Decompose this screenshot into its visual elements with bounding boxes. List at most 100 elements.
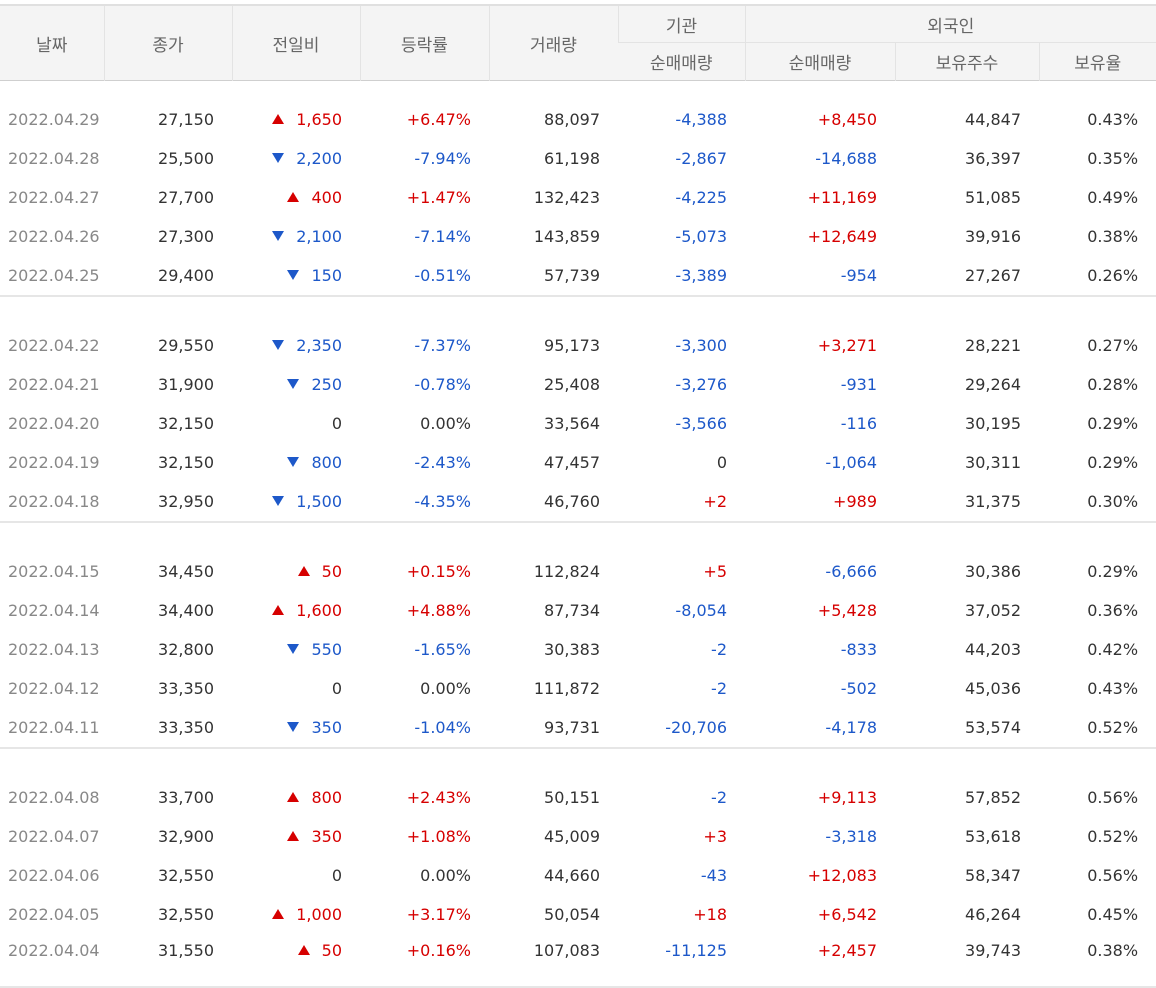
cell-volume: 44,660 <box>544 866 600 885</box>
cell-holdings: 31,375 <box>965 492 1021 511</box>
table-body: 2022.04.29 27,150 1,650 +6.47% 88,097 -4,388 +… <box>0 81 1156 988</box>
cell-foreign-net: +5,428 <box>817 601 877 620</box>
arrow-up-icon <box>287 792 300 802</box>
arrow-down-icon <box>272 496 285 506</box>
change-value: 50 <box>321 562 342 581</box>
cell-change: 0 <box>232 669 360 708</box>
cell-volume: 87,734 <box>544 601 600 620</box>
cell-rate: -1.04% <box>414 718 471 737</box>
cell-foreign-net: -1,064 <box>825 453 877 472</box>
cell-holdings: 37,052 <box>965 601 1021 620</box>
group-separator <box>0 747 1156 778</box>
cell-foreign-net: -931 <box>840 375 877 394</box>
cell-date: 2022.04.25 <box>8 266 100 285</box>
cell-volume: 30,383 <box>544 640 600 659</box>
table-row: 2022.04.13 32,800 550 -1.65% 30,383 -2 -833 44,… <box>0 630 1156 669</box>
arrow-up-icon <box>272 909 285 919</box>
arrow-up-icon <box>287 831 300 841</box>
change-value: 150 <box>311 266 342 285</box>
cell-foreign-net: +11,169 <box>807 188 877 207</box>
change-value: 1,600 <box>296 601 342 620</box>
cell-date: 2022.04.27 <box>8 188 100 207</box>
cell-change: 0 <box>232 404 360 443</box>
cell-holding-ratio: 0.43% <box>1087 110 1139 129</box>
header-close: 종가 <box>103 5 232 81</box>
table-row: 2022.04.12 33,350 0 0.00% 111,872 -2 -502 45,03… <box>0 669 1156 708</box>
cell-holdings: 30,386 <box>965 562 1021 581</box>
cell-change: 400 <box>232 178 360 217</box>
change-value: 2,100 <box>296 227 342 246</box>
cell-inst-net: +5 <box>703 562 727 581</box>
cell-rate: -2.43% <box>414 453 471 472</box>
table-row: 2022.04.28 25,500 2,200 -7.94% 61,198 -2,867 -… <box>0 139 1156 178</box>
cell-rate: +6.47% <box>406 110 471 129</box>
cell-close: 32,150 <box>158 414 214 433</box>
cell-inst-net: -43 <box>700 866 727 885</box>
cell-rate: +4.88% <box>406 601 471 620</box>
arrow-down-icon <box>287 457 300 467</box>
cell-change: 150 <box>232 256 360 296</box>
cell-holding-ratio: 0.35% <box>1087 149 1139 168</box>
cell-holdings: 53,574 <box>965 718 1021 737</box>
cell-foreign-net: -6,666 <box>825 562 877 581</box>
change-value: 0 <box>331 414 342 433</box>
arrow-up-icon <box>272 114 285 124</box>
cell-date: 2022.04.07 <box>8 827 100 846</box>
cell-date: 2022.04.11 <box>8 718 100 737</box>
cell-holding-ratio: 0.49% <box>1087 188 1139 207</box>
cell-inst-net: -11,125 <box>618 934 745 988</box>
change-value: 0 <box>331 679 342 698</box>
cell-inst-net: -2 <box>711 679 727 698</box>
header-holdings: 보유주수 <box>894 42 1039 81</box>
cell-holding-ratio: 0.26% <box>1087 266 1139 285</box>
change-value: 350 <box>311 718 342 737</box>
cell-rate: -1.65% <box>414 640 471 659</box>
cell-foreign-net: +989 <box>833 492 877 511</box>
cell-change: 50 <box>232 934 360 988</box>
cell-holding-ratio: 0.29% <box>1087 453 1139 472</box>
table-row: 2022.04.15 34,450 50 +0.15% 112,824 +5 -6,666 3… <box>0 552 1156 591</box>
cell-foreign-net: +8,450 <box>817 110 877 129</box>
change-value: 800 <box>311 453 342 472</box>
cell-close: 29,550 <box>158 336 214 355</box>
table-row: 2022.04.25 29,400 150 -0.51% 57,739 -3,389 -95… <box>0 256 1156 296</box>
group-separator <box>0 81 1156 101</box>
cell-inst-net: -3,566 <box>675 414 727 433</box>
cell-inst-net: -2 <box>711 788 727 807</box>
cell-volume: 25,408 <box>544 375 600 394</box>
cell-holdings: 53,618 <box>965 827 1021 846</box>
cell-holding-ratio: 0.27% <box>1087 336 1139 355</box>
table-row: 2022.04.29 27,150 1,650 +6.47% 88,097 -4,388 +… <box>0 100 1156 139</box>
cell-volume: 46,760 <box>544 492 600 511</box>
cell-inst-net: +18 <box>693 905 727 924</box>
daily-trading-table: 날짜 종가 전일비 등락률 거래량 기관 외국인 순매매량 순매매량 보유주수 … <box>0 4 1156 988</box>
arrow-down-icon <box>272 153 285 163</box>
cell-volume: 50,151 <box>544 788 600 807</box>
separator-cell <box>0 81 1156 101</box>
cell-date: 2022.04.13 <box>8 640 100 659</box>
header-date: 날짜 <box>0 5 104 81</box>
cell-holdings: 45,036 <box>965 679 1021 698</box>
cell-holdings: 57,852 <box>965 788 1021 807</box>
cell-close: 25,500 <box>158 149 214 168</box>
cell-close: 32,550 <box>158 866 214 885</box>
cell-inst-net: -3,276 <box>675 375 727 394</box>
cell-inst-net: -2 <box>711 640 727 659</box>
cell-volume: 93,731 <box>544 718 600 737</box>
cell-change: 1,500 <box>232 482 360 522</box>
cell-inst-net: -3,300 <box>675 336 727 355</box>
cell-close: 32,550 <box>158 905 214 924</box>
change-value: 2,200 <box>296 149 342 168</box>
cell-date: 2022.04.18 <box>8 492 100 511</box>
cell-date: 2022.04.21 <box>8 375 100 394</box>
cell-change: 350 <box>232 817 360 856</box>
arrow-down-icon <box>272 340 285 350</box>
cell-inst-net: -4,225 <box>675 188 727 207</box>
table-row: 2022.04.08 33,700 800 +2.43% 50,151 -2 +9,113 5… <box>0 778 1156 817</box>
cell-inst-net: -2,867 <box>675 149 727 168</box>
change-value: 2,350 <box>296 336 342 355</box>
cell-change: 2,350 <box>232 326 360 365</box>
cell-holding-ratio: 0.38% <box>1087 227 1139 246</box>
cell-close: 33,350 <box>158 718 214 737</box>
arrow-down-icon <box>287 270 300 280</box>
